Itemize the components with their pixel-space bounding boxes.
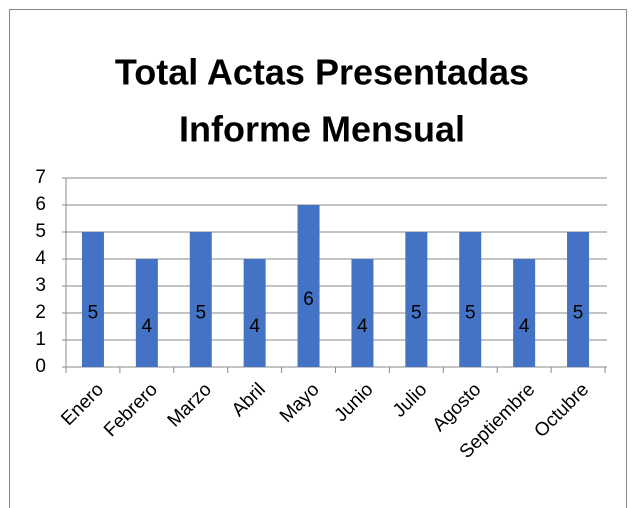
bar bbox=[459, 232, 482, 367]
chart-title: Total Actas Presentadas bbox=[115, 52, 529, 93]
bar bbox=[513, 259, 536, 367]
data-label: 5 bbox=[573, 303, 584, 324]
bar bbox=[297, 205, 320, 367]
data-label: 4 bbox=[249, 316, 260, 337]
bar bbox=[243, 259, 266, 367]
y-tick-label: 1 bbox=[35, 329, 46, 350]
bar bbox=[189, 232, 212, 367]
data-label: 4 bbox=[357, 316, 368, 337]
chart-title: Informe Mensual bbox=[179, 109, 465, 150]
data-label: 5 bbox=[465, 303, 476, 324]
bar bbox=[135, 259, 158, 367]
data-label: 4 bbox=[142, 316, 153, 337]
y-tick-label: 0 bbox=[35, 356, 46, 377]
y-tick-label: 2 bbox=[35, 302, 46, 323]
data-label: 4 bbox=[519, 316, 530, 337]
bar bbox=[567, 232, 590, 367]
y-tick-label: 5 bbox=[35, 221, 46, 242]
data-label: 5 bbox=[88, 303, 99, 324]
bar bbox=[351, 259, 374, 367]
data-label: 5 bbox=[195, 303, 206, 324]
y-tick-label: 6 bbox=[35, 194, 46, 215]
bar bbox=[405, 232, 428, 367]
data-label: 5 bbox=[411, 303, 422, 324]
bar bbox=[81, 232, 104, 367]
y-tick-label: 3 bbox=[35, 275, 46, 296]
y-tick-label: 7 bbox=[35, 167, 46, 188]
data-label: 6 bbox=[303, 289, 314, 310]
y-tick-label: 4 bbox=[35, 248, 46, 269]
